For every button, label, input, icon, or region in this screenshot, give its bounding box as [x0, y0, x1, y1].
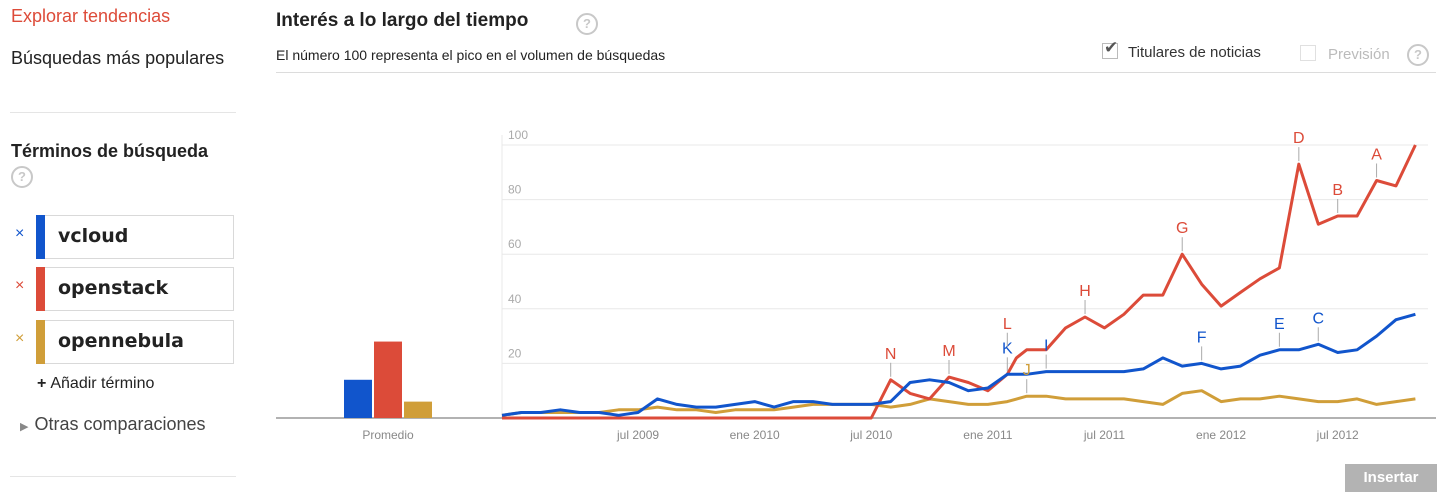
annotation-B: B: [1332, 182, 1343, 199]
help-icon[interactable]: ?: [11, 166, 33, 188]
annotation-C: C: [1312, 310, 1324, 327]
remove-term-icon[interactable]: ×: [15, 225, 25, 242]
series-line-opennebula: [501, 389, 1416, 417]
x-tick-label: jul 2011: [1083, 428, 1125, 442]
help-icon[interactable]: ?: [1407, 44, 1429, 66]
add-term-label: Añadir término: [50, 375, 155, 392]
sidebar-divider: [10, 476, 236, 477]
x-tick-label: ene 2012: [1196, 428, 1246, 442]
series-line-vcloud: [501, 312, 1416, 417]
checkmark-icon: ✔: [1104, 38, 1119, 57]
annotation-G: G: [1176, 220, 1188, 237]
term-label: vcloud: [58, 225, 129, 247]
search-term-vcloud: × vcloud: [10, 215, 234, 259]
term-input[interactable]: openstack: [36, 267, 234, 311]
term-color-swatch: [36, 320, 45, 364]
annotation-N: N: [885, 346, 897, 363]
other-comparisons-label: Otras comparaciones: [34, 414, 206, 434]
term-label: openstack: [58, 277, 169, 299]
term-label: opennebula: [58, 330, 184, 352]
search-term-openstack: × openstack: [10, 267, 234, 311]
news-headlines-toggle[interactable]: ✔ Titulares de noticias: [1102, 38, 1261, 61]
search-term-opennebula: × opennebula: [10, 320, 234, 364]
search-terms-heading: Términos de búsqueda: [11, 141, 209, 161]
x-tick-label: ene 2010: [730, 428, 780, 442]
average-bar-opennebula: [404, 401, 432, 418]
annotation-L: L: [1003, 316, 1012, 333]
annotation-K: K: [1002, 340, 1013, 357]
chart-section-title: Interés a lo largo del tiempo: [276, 10, 529, 31]
term-color-swatch: [36, 215, 45, 259]
average-bar-vcloud: [344, 379, 372, 418]
annotation-J: J: [1023, 362, 1031, 379]
y-tick-label: 20: [508, 346, 522, 360]
annotation-F: F: [1197, 329, 1207, 346]
x-tick-label: ene 2011: [963, 428, 1012, 442]
remove-term-icon[interactable]: ×: [15, 277, 25, 294]
chart-subtitle: El número 100 representa el pico en el v…: [276, 47, 666, 63]
y-tick-label: 100: [508, 128, 528, 142]
annotation-E: E: [1274, 316, 1285, 333]
plus-icon: +: [37, 375, 47, 392]
x-tick-label: jul 2009: [616, 428, 659, 442]
insert-button[interactable]: Insertar: [1345, 464, 1437, 492]
other-comparisons-toggle[interactable]: ▶ Otras comparaciones: [20, 414, 206, 435]
popular-searches-link[interactable]: Búsquedas más populares: [11, 48, 225, 68]
checkbox[interactable]: [1300, 45, 1316, 61]
triangle-right-icon: ▶: [20, 421, 29, 433]
average-label: Promedio: [362, 428, 414, 442]
x-tick-label: jul 2012: [1316, 428, 1359, 442]
term-color-swatch: [36, 267, 45, 311]
header-rule: [276, 72, 1436, 73]
annotation-M: M: [942, 343, 955, 360]
forecast-label: Previsión: [1328, 46, 1390, 63]
annotation-I: I: [1044, 338, 1048, 355]
term-input[interactable]: opennebula: [36, 320, 234, 364]
forecast-toggle[interactable]: Previsión: [1300, 45, 1390, 63]
annotation-D: D: [1293, 130, 1305, 147]
remove-term-icon[interactable]: ×: [15, 330, 25, 347]
y-tick-label: 80: [508, 183, 522, 197]
average-bar-openstack: [374, 341, 402, 418]
explore-trends-link[interactable]: Explorar tendencias: [11, 6, 171, 26]
y-tick-label: 40: [508, 292, 522, 306]
annotation-A: A: [1371, 146, 1382, 163]
x-tick-label: jul 2010: [849, 428, 892, 442]
series-line-openstack: [502, 144, 1417, 420]
annotation-H: H: [1079, 283, 1091, 300]
term-input[interactable]: vcloud: [36, 215, 234, 259]
help-icon[interactable]: ?: [576, 13, 598, 35]
sidebar-divider: [10, 112, 236, 113]
y-tick-label: 60: [508, 237, 522, 251]
news-headlines-label: Titulares de noticias: [1128, 44, 1261, 61]
sidebar: Explorar tendencias Búsquedas más popula…: [0, 0, 250, 500]
add-term-button[interactable]: + Añadir término: [37, 375, 154, 393]
checkbox[interactable]: ✔: [1102, 38, 1118, 59]
